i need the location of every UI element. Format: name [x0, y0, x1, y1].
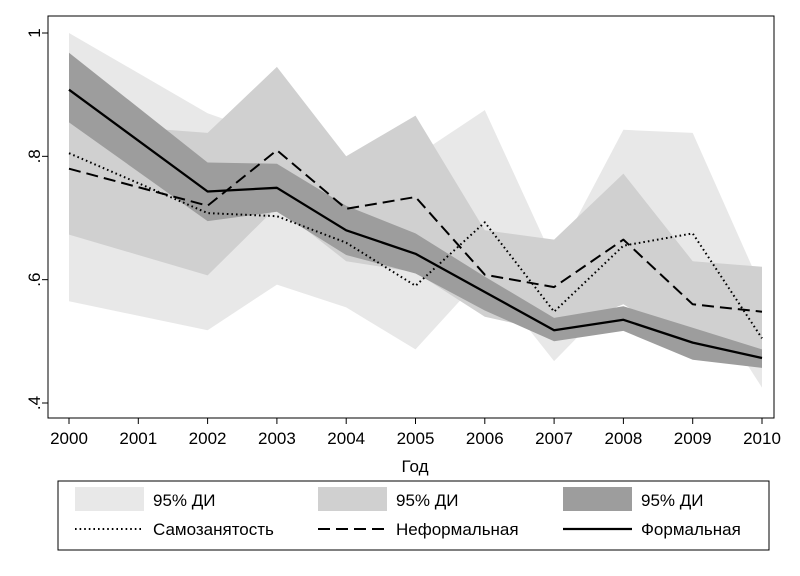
legend-swatch-band-2	[318, 487, 387, 511]
legend-label-band-3: 95% ДИ	[641, 491, 703, 510]
x-tick-label: 2003	[258, 429, 296, 448]
ci-band-2	[69, 66, 762, 354]
x-tick-label: 2009	[674, 429, 712, 448]
series-line-dashed	[68, 149, 763, 313]
x-tick-label: 2001	[119, 429, 157, 448]
y-tick-label: .8	[25, 149, 44, 163]
y-axis: .4 .6 .8 1	[25, 28, 48, 410]
legend-label-dashed: Неформальная	[396, 520, 519, 539]
legend-swatch-band-1	[75, 487, 144, 511]
y-tick-label: .6	[25, 273, 44, 287]
legend-label-band-1: 95% ДИ	[153, 491, 215, 510]
confidence-bands	[69, 33, 762, 388]
x-axis-label: Год	[401, 457, 428, 476]
x-tick-label: 2006	[466, 429, 504, 448]
x-tick-label: 2002	[189, 429, 227, 448]
legend-label-dotted: Самозанятость	[153, 520, 274, 539]
plot-frame	[47, 15, 775, 419]
x-tick-label: 2008	[604, 429, 642, 448]
x-tick-label: 2005	[397, 429, 435, 448]
y-tick-label: 1	[25, 28, 44, 37]
x-tick-label: 2004	[327, 429, 365, 448]
x-axis: 2000 2001 2002 2003 2004 2005 2006 2007 2008 2009…	[50, 418, 781, 448]
series-lines	[68, 88, 763, 360]
legend-label-band-2: 95% ДИ	[396, 491, 458, 510]
x-tick-label: 2000	[50, 429, 88, 448]
legend-swatch-band-3	[563, 487, 632, 511]
ci-band-3	[69, 52, 762, 368]
x-tick-label: 2007	[535, 429, 573, 448]
legend: 95% ДИ 95% ДИ 95% ДИ Самозанятость Неформаль…	[57, 480, 770, 551]
series-line-solid	[68, 88, 763, 360]
series-line-dotted	[68, 152, 763, 339]
legend-frame	[57, 480, 770, 551]
x-tick-label: 2010	[743, 429, 781, 448]
y-tick-label: .4	[25, 396, 44, 410]
legend-label-solid: Формальная	[641, 520, 741, 539]
